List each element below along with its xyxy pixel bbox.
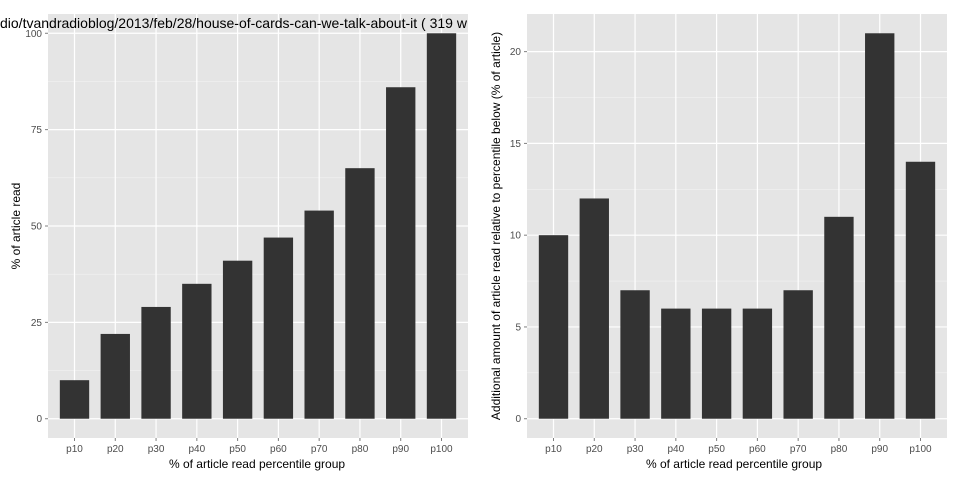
bar-p100 [905,161,936,419]
x-tick-label: p70 [790,444,807,455]
x-tick-label: p40 [667,444,684,455]
y-axis-label: % of article read [9,183,23,270]
bar-p10 [59,380,90,419]
bar-p20 [100,333,130,419]
left-chart: p10 p20 p30 p40 p50 p60 p70 p80 p90 p100 0 25 50 75 10… [0,14,468,471]
bar-p40 [182,283,212,419]
y-tick-label: 25 [31,318,43,329]
x-tick-label: p10 [545,444,562,455]
x-tick-label: p30 [148,444,165,455]
x-tick-label: p40 [188,444,205,455]
x-tick-label: p50 [229,444,246,455]
y-tick-label: 20 [510,47,522,58]
bar-p10 [538,235,569,419]
x-tick-label: p10 [66,444,83,455]
y-tick-label: 100 [25,29,42,40]
x-tick-label: p20 [586,444,603,455]
x-tick-label: p90 [871,444,888,455]
x-tick-label: p80 [352,444,369,455]
bar-p30 [141,306,171,419]
bar-p20 [579,198,609,419]
bar-p60 [742,308,773,419]
y-tick-label: 15 [510,139,522,150]
x-tick-label: p100 [909,444,932,455]
x-axis-label: % of article read percentile group [169,457,345,471]
x-tick-label: p100 [430,444,453,455]
bar-p80 [824,216,854,419]
x-tick-label: p70 [311,444,328,455]
x-tick-label: p80 [831,444,848,455]
right-chart: p10 p20 p30 p40 p50 p60 p70 p80 p90 p100 0 5 10 15 20%… [489,14,947,471]
bar-p70 [304,210,334,419]
bar-p90 [386,87,416,419]
x-tick-label: p30 [627,444,644,455]
x-tick-label: p50 [708,444,725,455]
bar-p60 [263,237,294,419]
bar-p50 [222,260,253,419]
y-tick-label: 0 [36,414,42,425]
y-tick-label: 0 [515,414,521,425]
bar-p90 [865,33,895,419]
bar-p40 [661,308,691,419]
y-tick-label: 75 [31,125,43,136]
bar-p70 [783,290,813,419]
y-tick-label: 5 [515,322,521,333]
y-axis-label: Additional amount of article read relati… [489,32,503,420]
x-axis-label: % of article read percentile group [646,457,822,471]
chart-title: dio/tvandradioblog/2013/feb/28/house-of-… [0,15,468,31]
bar-p80 [345,168,375,419]
x-tick-label: p20 [107,444,124,455]
x-tick-label: p60 [749,444,766,455]
x-tick-label: p90 [392,444,409,455]
y-tick-label: 10 [510,231,522,242]
bar-p100 [426,33,457,419]
bar-p50 [701,308,732,419]
y-tick-label: 50 [31,222,43,233]
x-tick-label: p60 [270,444,287,455]
bar-p30 [620,290,650,419]
